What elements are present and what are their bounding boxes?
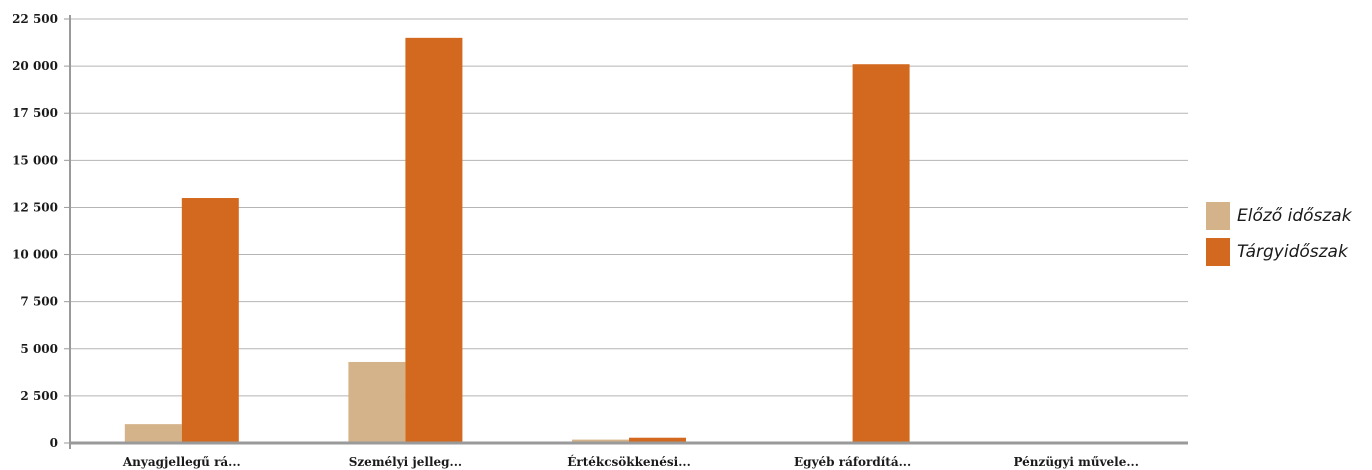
legend-label-previous: Előző időszak [1237,206,1352,226]
x-tick-label: Személyi jelleg... [349,455,462,469]
x-tick-label: Anyagjellegű rá... [122,455,241,469]
y-tick-label: 15 000 [12,153,58,167]
y-tick-label: 17 500 [12,106,58,120]
bar [572,439,629,443]
x-axis-labels: Anyagjellegű rá... Személyi jelleg... Érté… [122,454,1139,469]
legend-swatch-current [1206,238,1230,266]
y-tick-label: 10 000 [12,248,58,262]
x-tick-label: Pénzügyi művele... [1013,455,1138,469]
bar [405,37,463,443]
bar [629,437,686,443]
legend-item-previous: Előző időszak [1206,198,1352,234]
gridlines [70,18,1188,397]
legend-swatch-previous [1206,202,1230,230]
x-tick-label: Értékcsökkenési... [567,454,691,469]
y-tick-label: 0 [50,436,58,450]
y-tick-label: 22 500 [12,12,58,26]
legend-label-current: Tárgyidőszak [1237,242,1348,262]
y-axis-ticks: 0 2 500 5 000 7 500 10 000 12 500 15 000 17 500… [12,12,70,450]
legend-item-current: Tárgyidőszak [1206,234,1352,270]
y-tick-label: 2 500 [20,389,58,403]
x-tick-label: Egyéb ráfordítá... [794,455,911,469]
bar [181,198,239,443]
bar [124,424,182,443]
bars [124,37,910,443]
legend: Előző időszak Tárgyidőszak [1206,198,1352,270]
y-tick-label: 5 000 [20,342,58,356]
y-tick-label: 7 500 [20,295,58,309]
bar [348,361,406,443]
y-tick-label: 12 500 [12,200,58,214]
y-tick-label: 20 000 [12,59,58,73]
bar [852,64,910,443]
axes [69,15,1188,449]
